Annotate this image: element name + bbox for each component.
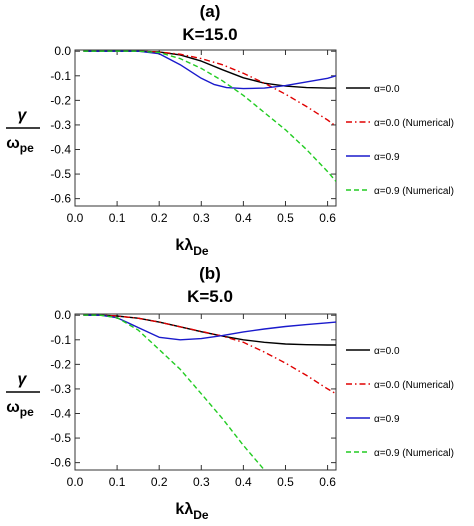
y-axis-label-denominator: ωpe <box>6 399 34 419</box>
x-axis-label: kλDe <box>175 501 208 522</box>
chart-panel-a: (a) K=15.0 0.0 -0.1 -0.2 -0.3 -0.4 -0.5 -0.6 0.0 0… <box>6 2 454 258</box>
y-axis-label-numerator: γ <box>18 371 28 388</box>
panel-label: (a) <box>200 2 221 21</box>
legend-label-3: α=0.9 (Numerical) <box>374 186 454 197</box>
y-tick-label: -0.3 <box>50 118 71 132</box>
chart-panel-b: (b) K=5.0 0.0 -0.1 -0.2 -0.3 -0.4 -0.5 -0.6 0.0 0.… <box>6 264 454 522</box>
y-tick-label: -0.5 <box>50 167 71 181</box>
y-tick-label: -0.3 <box>50 382 71 396</box>
chart-title: K=5.0 <box>187 287 233 306</box>
series-line-1 <box>83 50 336 127</box>
x-tick-label: 0.0 <box>67 475 84 489</box>
x-tick-label: 0.1 <box>109 211 126 225</box>
legend-label-1: α=0.0 (Numerical) <box>374 118 454 129</box>
y-tick-label: -0.1 <box>50 69 71 83</box>
legend-label-2: α=0.9 <box>374 152 400 163</box>
y-axis-label-den-main: ω <box>6 399 20 416</box>
y-tick-label: -0.5 <box>50 431 71 445</box>
y-tick-label: -0.1 <box>50 333 71 347</box>
y-tick-label: 0.0 <box>54 308 71 322</box>
y-axis-label-denominator: ωpe <box>6 135 34 155</box>
y-axis-label-den-sub: pe <box>20 141 34 155</box>
x-axis-label-sub: De <box>193 244 209 258</box>
y-tick-label: -0.2 <box>50 357 71 371</box>
y-tick-label: -0.4 <box>50 142 71 156</box>
legend-label-1: α=0.0 (Numerical) <box>374 380 454 391</box>
y-tick-label: -0.2 <box>50 93 71 107</box>
panel-label: (b) <box>199 264 221 283</box>
x-tick-label: 0.4 <box>235 211 252 225</box>
x-tick-label: 0.3 <box>193 475 210 489</box>
series-line-2 <box>83 50 336 90</box>
legend-label-0: α=0.0 <box>374 84 400 95</box>
series-line-3 <box>83 314 265 470</box>
plot-frame <box>74 313 337 471</box>
series-line-3 <box>83 50 336 182</box>
y-axis-label-numerator: γ <box>18 107 28 124</box>
y-tick-label: -0.6 <box>50 456 71 470</box>
y-tick-label: -0.4 <box>50 406 71 420</box>
x-tick-label: 0.6 <box>319 211 336 225</box>
x-tick-label: 0.1 <box>109 475 126 489</box>
x-tick-label: 0.5 <box>277 211 294 225</box>
x-axis-label-sub: De <box>193 508 209 522</box>
x-tick-label: 0.0 <box>67 211 84 225</box>
plot-frame <box>74 49 337 207</box>
legend-label-2: α=0.9 <box>374 414 400 425</box>
x-axis-label-main: kλ <box>175 501 193 518</box>
series-line-1 <box>83 314 336 395</box>
x-tick-label: 0.2 <box>151 211 168 225</box>
x-tick-label: 0.3 <box>193 211 210 225</box>
chart-title: K=15.0 <box>182 25 237 44</box>
y-tick-label: 0.0 <box>54 44 71 58</box>
x-tick-label: 0.2 <box>151 475 168 489</box>
series-line-2 <box>83 314 336 341</box>
legend-label-3: α=0.9 (Numerical) <box>374 448 454 459</box>
x-axis-label: kλDe <box>175 237 208 258</box>
y-tick-label: -0.6 <box>50 192 71 206</box>
x-tick-label: 0.5 <box>277 475 294 489</box>
legend-label-0: α=0.0 <box>374 346 400 357</box>
x-tick-label: 0.6 <box>319 475 336 489</box>
x-axis-label-main: kλ <box>175 237 193 254</box>
x-tick-label: 0.4 <box>235 475 252 489</box>
y-axis-label-den-sub: pe <box>20 405 34 419</box>
y-axis-label-den-main: ω <box>6 135 20 152</box>
